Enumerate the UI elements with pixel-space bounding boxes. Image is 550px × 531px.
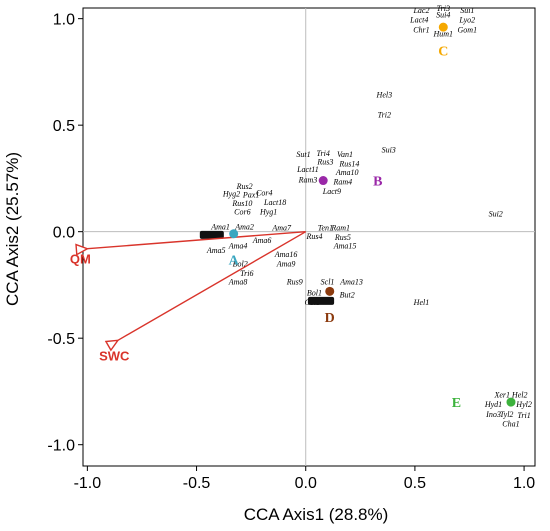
species-label: Hel2 [511, 391, 528, 400]
species-label: Ama9 [276, 260, 296, 269]
species-label: Cor4 [256, 188, 272, 197]
species-label: Ram3 [298, 175, 318, 184]
species-label: But2 [340, 291, 355, 300]
species-label: Scl1 [321, 278, 335, 287]
species-label: Tri6 [240, 269, 253, 278]
species-label: Ama15 [333, 242, 357, 251]
overplotted-cluster [307, 296, 335, 305]
species-label: Rus2 [236, 182, 253, 191]
species-label: Rus10 [231, 199, 252, 208]
group-centroid-marker [229, 229, 239, 239]
species-label: Ama10 [335, 168, 359, 177]
species-label: Sui1 [460, 6, 474, 15]
species-label: Ama5 [206, 246, 226, 255]
x-tick-label: -0.5 [183, 475, 211, 492]
species-label: Rus5 [334, 233, 351, 242]
species-label: Ram1 [330, 223, 350, 232]
species-label: Rus4 [305, 232, 322, 241]
group-label: B [373, 175, 382, 190]
species-label: Chr1 [413, 25, 429, 34]
axes: -1.0 -0.5 0.0 0.5 1.0 1.0 0.5 0.0 -0.5 -1.0 [47, 12, 535, 492]
species-label: Xer1 [493, 391, 510, 400]
group-centroid-marker [506, 397, 516, 407]
x-axis-title: CCA Axis1 (28.8%) [244, 505, 389, 524]
species-label: Pax1 [242, 190, 259, 199]
species-label: Rus3 [316, 157, 333, 166]
y-tick-label: 1.0 [53, 12, 75, 29]
species-label: Tyl2 [500, 410, 514, 419]
species-label: Tri1 [517, 411, 530, 420]
species-labels: Lac2 Tri3 Sui1 Lact4 Sui4 Lyo2 Chr1 Hum1 Gom1 Hel… [206, 4, 532, 428]
species-label: Ten1 [318, 223, 333, 232]
species-label: Lact4 [409, 16, 428, 25]
group-centroid-marker [318, 176, 328, 186]
species-label: Hyg2 [222, 189, 240, 198]
species-label: Hyg1 [259, 207, 277, 216]
species-label: Rus9 [286, 278, 303, 287]
group-label: D [325, 311, 335, 326]
species-label: Hum1 [433, 30, 454, 39]
x-tick-label: -1.0 [74, 475, 102, 492]
species-label: Bol1 [307, 288, 322, 297]
species-label: Hel1 [413, 298, 430, 307]
species-label: Rus14 [338, 160, 359, 169]
reference-lines [83, 8, 535, 466]
species-label: Lact11 [296, 165, 319, 174]
group-centroids: A B C D E [229, 22, 516, 411]
species-label: Lac2 [412, 6, 429, 15]
environmental-vectors: QM SWC [70, 230, 307, 363]
vector-line [87, 230, 306, 249]
species-label: Cor6 [234, 207, 250, 216]
overplotted-cluster [199, 230, 224, 239]
y-tick-label: 0.0 [53, 225, 75, 242]
y-tick-label: 0.5 [53, 118, 75, 135]
species-label: Ama2 [234, 222, 254, 231]
vector-label: QM [70, 252, 91, 267]
species-label: Gom1 [458, 25, 478, 34]
species-label: Ama16 [274, 250, 298, 259]
species-label: Ama8 [228, 278, 248, 287]
y-tick-label: -0.5 [47, 331, 75, 348]
vector-label: SWC [99, 348, 130, 363]
species-label: Tri4 [317, 149, 330, 158]
species-label: Tri3 [437, 4, 450, 13]
species-label: Lact9 [322, 187, 341, 196]
x-tick-label: 1.0 [513, 475, 535, 492]
vector-line [118, 231, 307, 341]
overplotted-label-clusters [199, 230, 335, 305]
species-label: Lact18 [263, 198, 286, 207]
species-label: Bol2 [233, 260, 248, 269]
group-label: E [452, 396, 461, 411]
group-centroid-marker [438, 22, 448, 32]
species-label: Sui2 [489, 210, 503, 219]
x-tick-label: 0.0 [295, 475, 317, 492]
group-label: C [438, 45, 448, 60]
group-centroid-marker [325, 286, 335, 296]
species-label: Ama1 [210, 222, 230, 231]
species-label: Cha1 [502, 419, 519, 428]
species-label: Sut1 [296, 150, 310, 159]
group-label: A [229, 253, 240, 268]
x-tick-label: 0.5 [404, 475, 426, 492]
species-label: Lyo2 [458, 16, 475, 25]
species-label: Ama13 [339, 278, 363, 287]
species-label: Van1 [337, 150, 353, 159]
species-label: Tri2 [378, 111, 391, 120]
species-label: Ram4 [333, 178, 353, 187]
species-label: Ama7 [271, 223, 292, 232]
y-axis-title: CCA Axis2 (25.57%) [3, 152, 22, 306]
species-label: Sui3 [382, 146, 396, 155]
species-label: Sui4 [436, 10, 450, 19]
plot-border [82, 7, 536, 467]
species-label: Ama4 [228, 242, 248, 251]
species-label: Hyd1 [484, 400, 502, 409]
y-tick-label: -1.0 [47, 438, 75, 455]
species-label: Ino3 [485, 410, 501, 419]
species-label: Hel3 [376, 90, 393, 99]
species-label: Ama6 [252, 236, 272, 245]
plot-frame [82, 7, 536, 467]
species-label: Hyl2 [515, 400, 532, 409]
